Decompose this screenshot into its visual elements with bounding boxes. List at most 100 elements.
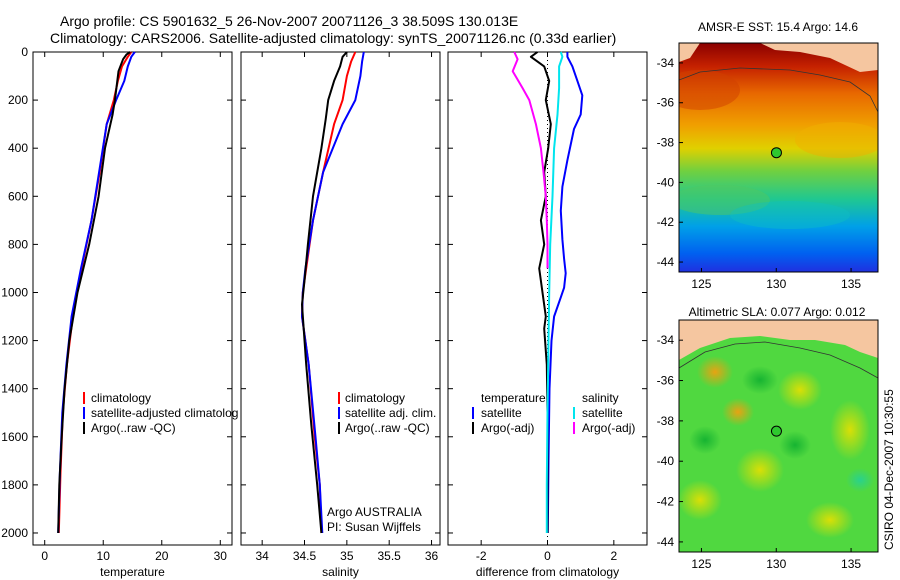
sst-cool-patch [730, 201, 850, 229]
axes-frame [32, 51, 233, 546]
sst-map-title: AMSR-E SST: 15.4 Argo: 14.6 [698, 20, 858, 34]
sla-negative-anomaly [846, 468, 874, 492]
series-line-satellite-adj-clim- [301, 51, 365, 534]
land-mass [679, 43, 878, 72]
temperature-panel: 0 200 400 600 800 1000 1200 1400 1600 1800 2000 0 10… [1, 45, 233, 579]
map-y-tick-label: -42 [657, 215, 675, 229]
difference-legend: temperature satellite Argo(-adj) salinit… [472, 391, 635, 435]
map-y-tick-label: -40 [657, 175, 675, 189]
sla-map-ticks: 125 130 135 -34 -36 -38 -40 -42 -44 [657, 333, 862, 571]
map-y-tick-label: -36 [657, 96, 675, 110]
sla-positive-anomaly [722, 398, 754, 426]
legend-label-climatology: climatology [345, 391, 405, 405]
x-tick-label: 30 [214, 549, 228, 563]
y-tick-label: 1200 [1, 334, 28, 348]
series-line-climatology [301, 51, 357, 534]
series-line-temperature-satellite [546, 52, 584, 534]
land-mass [679, 43, 700, 62]
y-tick-label: 2000 [1, 526, 28, 540]
sla-negative-anomaly [689, 426, 721, 454]
sla-positive-anomaly [697, 356, 733, 388]
float-pi-label: PI: Susan Wijffels [327, 520, 421, 534]
y-tick-label: 800 [8, 237, 28, 251]
sst-map-frame [678, 42, 879, 273]
legend-label-sal-satellite: satellite [582, 406, 623, 420]
map-y-tick-label: -34 [657, 56, 675, 70]
x-tick-label: 20 [155, 549, 169, 563]
sla-negative-anomaly [779, 431, 811, 459]
x-tick-label: 0 [544, 549, 551, 563]
legend-title-salinity: salinity [582, 391, 619, 405]
legend-label-satellite: satellite adj. clim. [345, 406, 436, 420]
x-tick-label: 2 [610, 549, 617, 563]
map-x-tick-label: 135 [841, 277, 861, 291]
bathymetry-contour [679, 341, 878, 379]
map-y-tick-label: -44 [657, 255, 675, 269]
map-y-tick-label: -34 [657, 333, 675, 347]
sst-warm-patch [795, 122, 878, 158]
sla-negative-anomaly [742, 366, 778, 394]
header-line-1: Argo profile: CS 5901632_5 26-Nov-2007 2… [60, 13, 518, 29]
y-tick-label: 1800 [1, 478, 28, 492]
y-tick-label: 1600 [1, 430, 28, 444]
legend-label-argo: Argo(..raw -QC) [91, 421, 176, 435]
sst-map-ticks: 125 130 135 -34 -36 -38 -40 -42 -44 [657, 56, 862, 291]
legend-label-satellite: satellite-adjusted climatolog [91, 406, 238, 420]
axes-frame [240, 51, 441, 546]
legend-title-temperature: temperature [481, 391, 546, 405]
map-x-tick-label: 130 [766, 557, 786, 571]
land-mass [679, 320, 878, 360]
y-tick-label: 0 [21, 45, 28, 59]
map-y-tick-label: -38 [657, 136, 675, 150]
series-line-salinity-satellite [545, 51, 564, 533]
sla-map-frame [678, 319, 879, 553]
legend-label-sal-argo: Argo(-adj) [582, 421, 635, 435]
sla-positive-anomaly [778, 370, 822, 410]
salinity-legend: climatology satellite adj. clim. Argo(..… [327, 391, 436, 534]
sla-positive-anomaly [830, 400, 870, 460]
y-tick-label: 400 [8, 141, 28, 155]
legend-label-temp-satellite: satellite [481, 406, 522, 420]
map-y-tick-label: -36 [657, 374, 675, 388]
y-tick-label: 1400 [1, 382, 28, 396]
map-x-tick-label: 130 [766, 277, 786, 291]
map-y-tick-label: -44 [657, 535, 675, 549]
x-axis-label: temperature [100, 565, 165, 579]
salinity-panel: 34 34.5 35 35.5 36 salinity [240, 51, 441, 579]
sla-positive-anomaly [806, 502, 854, 538]
sst-map-image [679, 43, 878, 272]
x-tick-label: 36 [425, 549, 439, 563]
side-timestamp: CSIRO 04-Dec-2007 10:30:55 [882, 389, 896, 550]
series-line-satellite-adjusted-climatolog [57, 51, 136, 534]
difference-panel: -2 0 2 difference from climatology [447, 51, 648, 579]
x-axis-label: difference from climatology [476, 565, 619, 579]
series-line-climatology [57, 51, 133, 534]
series-line-argo-raw-qc- [301, 51, 348, 534]
map-y-tick-label: -38 [657, 414, 675, 428]
x-tick-label: 35 [340, 549, 354, 563]
series-line-argo-raw-qc- [57, 51, 131, 534]
map-y-tick-label: -42 [657, 495, 675, 509]
legend-label-argo: Argo(..raw -QC) [345, 421, 430, 435]
map-x-tick-label: 125 [691, 277, 711, 291]
x-tick-label: 10 [97, 549, 111, 563]
header-line-2: Climatology: CARS2006. Satellite-adjuste… [50, 30, 616, 46]
sla-map-title: Altimetric SLA: 0.077 Argo: 0.012 [689, 305, 866, 319]
x-tick-label: 0 [41, 549, 48, 563]
sla-positive-anomaly [736, 448, 784, 492]
legend-label-temp-argo: Argo(-adj) [481, 421, 534, 435]
float-owner-label: Argo AUSTRALIA [327, 505, 422, 519]
series-line-salinity-argo-adj- [511, 51, 549, 269]
argo-location-marker [770, 425, 782, 437]
y-tick-label: 600 [8, 189, 28, 203]
map-y-tick-label: -40 [657, 454, 675, 468]
argo-location-marker [770, 147, 782, 159]
y-tick-label: 1000 [1, 285, 28, 299]
map-x-tick-label: 135 [841, 557, 861, 571]
x-tick-label: 35.5 [378, 549, 402, 563]
sst-warm-patch [679, 70, 740, 110]
x-tick-label: 34 [255, 549, 269, 563]
legend-label-climatology: climatology [91, 391, 151, 405]
x-tick-label: 34.5 [293, 549, 317, 563]
